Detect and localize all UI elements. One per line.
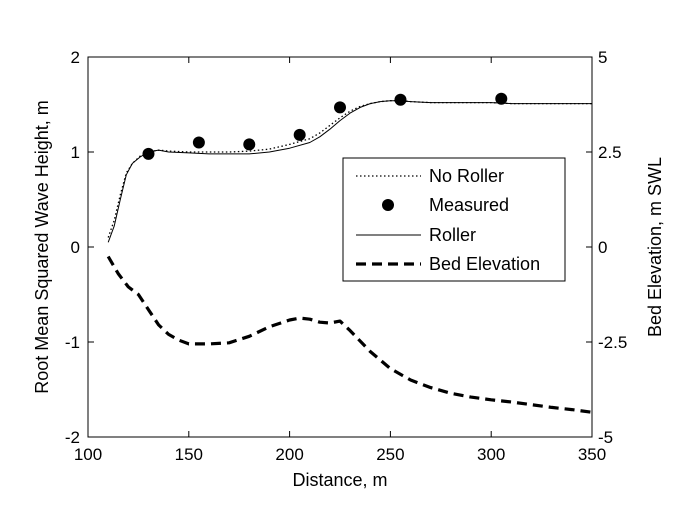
y-left-tick-label: 1 (71, 143, 80, 162)
y-left-tick-label: 2 (71, 48, 80, 67)
legend-measured-marker (382, 199, 394, 211)
y-right-tick-label: 2.5 (598, 143, 622, 162)
x-tick-label: 150 (175, 445, 203, 464)
x-tick-label: 350 (578, 445, 606, 464)
x-tick-label: 300 (477, 445, 505, 464)
y-left-tick-label: -1 (65, 333, 80, 352)
series-layer (106, 92, 593, 414)
x-axis-label: Distance, m (292, 470, 387, 490)
y-right-tick-label: -5 (598, 428, 613, 447)
x-tick-label: 250 (376, 445, 404, 464)
y-right-tick-label: -2.5 (598, 333, 627, 352)
y-left-tick-label: -2 (65, 428, 80, 447)
bed-elevation-line (106, 255, 593, 414)
x-tick-label: 100 (74, 445, 102, 464)
y-right-tick-label: 5 (598, 48, 607, 67)
y-right-tick-label: 0 (598, 238, 607, 257)
x-tick-label: 200 (275, 445, 303, 464)
legend-bed-elevation-label: Bed Elevation (429, 254, 540, 274)
measured-point (495, 92, 508, 105)
y-axis-left-label: Root Mean Squared Wave Height, m (32, 100, 52, 393)
measured-point (192, 136, 205, 149)
legend-box (342, 157, 566, 282)
measured-point (243, 138, 256, 151)
legend: No Roller Measured Roller Bed Elevation (342, 157, 566, 282)
legend-roller-label: Roller (429, 225, 476, 245)
measured-point (142, 147, 155, 160)
y-axis-right-label: Bed Elevation, m SWL (645, 157, 665, 337)
roller-line (107, 100, 592, 243)
axis-ticks: 100 150 200 250 300 350 -2 -1 0 1 2 -5 -2.5 0 2.5 5 (65, 48, 627, 464)
y-left-tick-label: 0 (71, 238, 80, 257)
measured-point (394, 93, 407, 106)
legend-measured-label: Measured (429, 195, 509, 215)
measured-point (293, 128, 306, 141)
measured-point (334, 101, 346, 114)
legend-no-roller-label: No Roller (429, 166, 504, 186)
